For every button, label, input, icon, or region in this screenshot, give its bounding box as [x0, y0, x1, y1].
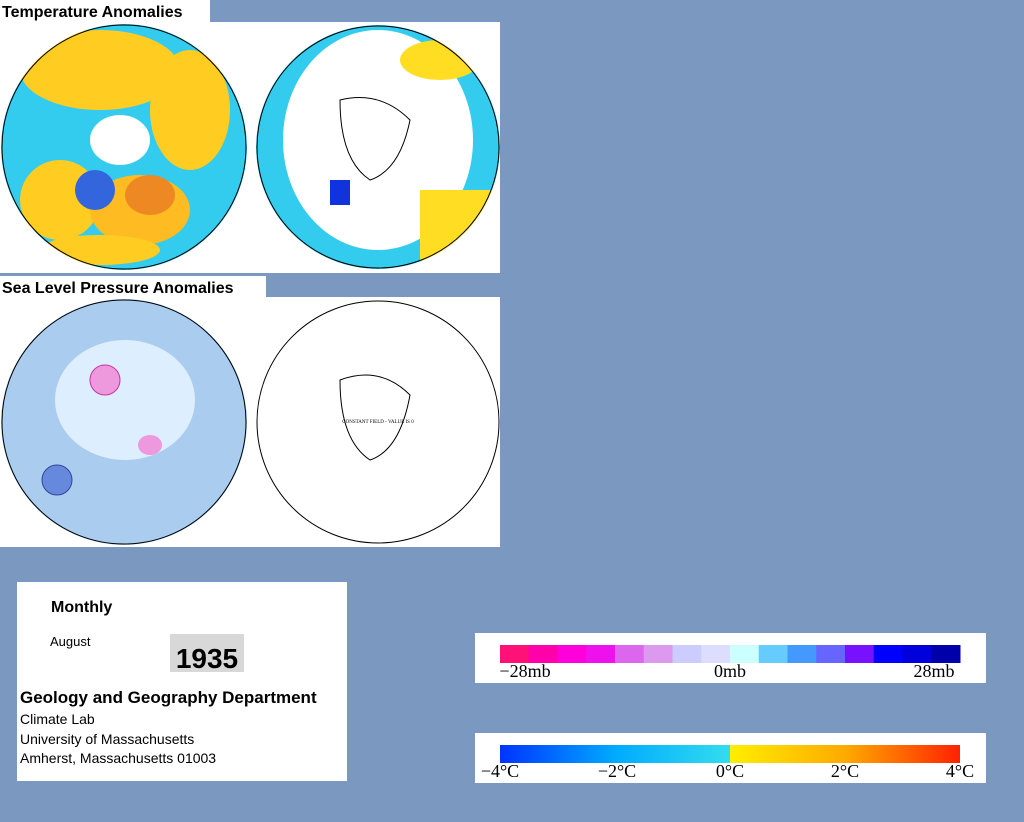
- temperature-south-map: [256, 25, 500, 269]
- address: Amherst, Massachusetts 01003: [20, 750, 216, 766]
- legend-label: 0°C: [716, 761, 744, 781]
- temperature-north-map: [1, 24, 247, 270]
- section-title: Temperature Anomalies: [2, 4, 183, 21]
- legend-label: −2°C: [598, 761, 636, 781]
- map-note: CONSTANT FIELD - VALUE IS 0: [342, 420, 414, 425]
- title-box: [0, 276, 266, 297]
- colorbar-segment: [816, 645, 846, 663]
- colorbar-segment: [586, 645, 616, 663]
- colorbar-segment: [845, 645, 875, 663]
- colorbar-segment: [931, 645, 961, 663]
- colorbar-segment: [500, 645, 530, 663]
- colorbar-segment: [758, 645, 788, 663]
- university: University of Massachusetts: [20, 731, 194, 747]
- legend-label: 28mb: [913, 661, 954, 681]
- year: 1935: [176, 643, 238, 674]
- legend-label: −4°C: [481, 761, 519, 781]
- pressure-colorbar: [500, 645, 961, 663]
- legend-label: 4°C: [946, 761, 974, 781]
- colorbar-segment: [787, 645, 817, 663]
- colorbar-segment: [701, 645, 731, 663]
- legend-label: −28mb: [499, 661, 550, 681]
- colorbar-segment: [672, 645, 702, 663]
- legend-label: 2°C: [831, 761, 859, 781]
- year-box: [170, 634, 244, 672]
- colorbar-segment: [873, 645, 903, 663]
- temperature-colorbar: [500, 745, 960, 763]
- department: Geology and Geography Department: [20, 688, 317, 707]
- legend-label: 0mb: [714, 661, 746, 681]
- pressure-north-map: [1, 299, 247, 545]
- pressure-south-map: [256, 300, 500, 544]
- section-title: Sea Level Pressure Anomalies: [2, 280, 234, 297]
- period: Monthly: [51, 599, 112, 616]
- month: August: [50, 634, 91, 649]
- info-box: [17, 582, 347, 781]
- lab: Climate Lab: [20, 711, 95, 727]
- colorbar-segment: [615, 645, 645, 663]
- colorbar-segment: [528, 645, 558, 663]
- colorbar-segment: [730, 645, 760, 663]
- colorbar-segment: [643, 645, 673, 663]
- title-box: [0, 0, 210, 22]
- colorbar-segment: [557, 645, 587, 663]
- colorbar-segment: [902, 645, 932, 663]
